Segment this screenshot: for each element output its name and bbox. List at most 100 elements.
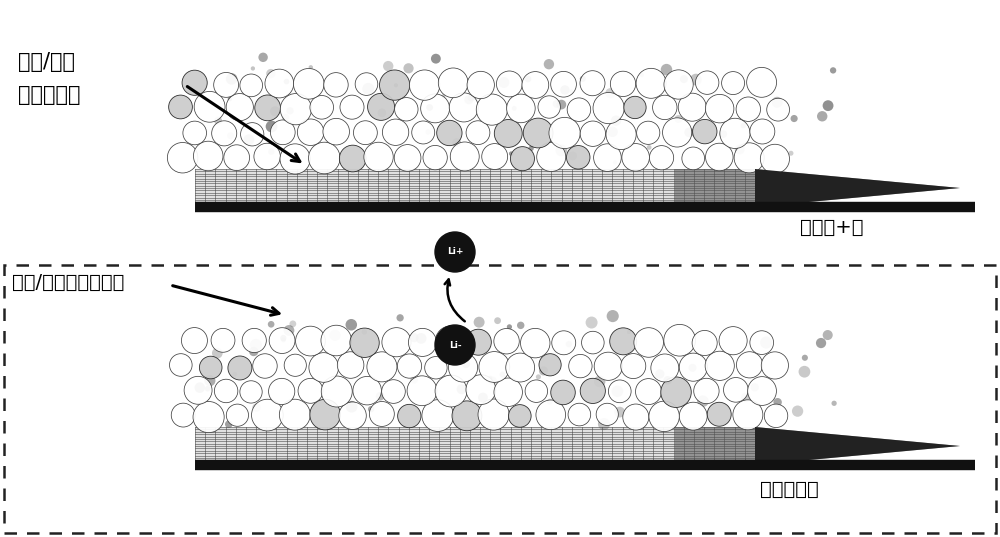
Circle shape bbox=[431, 54, 441, 63]
Circle shape bbox=[551, 71, 576, 97]
Circle shape bbox=[270, 106, 280, 117]
Circle shape bbox=[214, 117, 222, 125]
Polygon shape bbox=[675, 169, 960, 207]
Circle shape bbox=[610, 71, 636, 97]
Circle shape bbox=[240, 74, 263, 97]
Circle shape bbox=[679, 402, 707, 430]
Circle shape bbox=[608, 380, 631, 403]
Circle shape bbox=[741, 123, 746, 128]
Circle shape bbox=[547, 398, 553, 405]
Circle shape bbox=[695, 71, 719, 95]
Circle shape bbox=[232, 372, 237, 377]
Circle shape bbox=[688, 364, 697, 372]
Circle shape bbox=[674, 115, 682, 123]
Circle shape bbox=[409, 70, 440, 100]
Circle shape bbox=[309, 142, 340, 174]
Circle shape bbox=[376, 392, 385, 401]
Circle shape bbox=[705, 95, 734, 123]
Circle shape bbox=[330, 330, 341, 341]
Circle shape bbox=[355, 73, 378, 96]
Circle shape bbox=[512, 106, 517, 111]
Circle shape bbox=[383, 61, 393, 71]
Circle shape bbox=[580, 121, 606, 147]
Circle shape bbox=[736, 352, 763, 378]
Circle shape bbox=[468, 95, 475, 101]
Text: 电极（一）: 电极（一） bbox=[760, 480, 819, 498]
Circle shape bbox=[284, 354, 306, 376]
Circle shape bbox=[408, 328, 436, 357]
Circle shape bbox=[621, 353, 646, 379]
Circle shape bbox=[426, 104, 433, 111]
Circle shape bbox=[251, 66, 255, 70]
Circle shape bbox=[567, 98, 591, 121]
Circle shape bbox=[682, 147, 705, 170]
Circle shape bbox=[199, 356, 222, 379]
Circle shape bbox=[678, 93, 706, 121]
Circle shape bbox=[350, 328, 379, 358]
Circle shape bbox=[830, 67, 836, 74]
Circle shape bbox=[536, 400, 566, 430]
Circle shape bbox=[423, 146, 447, 170]
Circle shape bbox=[566, 146, 590, 169]
Circle shape bbox=[298, 379, 323, 403]
Circle shape bbox=[193, 402, 224, 433]
Circle shape bbox=[289, 321, 296, 327]
Circle shape bbox=[816, 338, 826, 348]
Circle shape bbox=[735, 144, 745, 154]
Circle shape bbox=[555, 144, 567, 156]
Circle shape bbox=[760, 144, 789, 173]
Circle shape bbox=[212, 348, 223, 359]
Circle shape bbox=[407, 376, 437, 405]
Circle shape bbox=[488, 376, 497, 385]
Circle shape bbox=[509, 405, 531, 427]
Circle shape bbox=[750, 119, 775, 144]
Circle shape bbox=[580, 71, 605, 96]
Circle shape bbox=[452, 138, 461, 147]
Circle shape bbox=[507, 324, 512, 330]
Circle shape bbox=[183, 121, 207, 145]
Circle shape bbox=[282, 114, 289, 121]
Circle shape bbox=[193, 141, 223, 171]
Circle shape bbox=[594, 376, 605, 387]
Circle shape bbox=[661, 377, 691, 408]
Circle shape bbox=[612, 386, 623, 397]
Circle shape bbox=[478, 393, 488, 402]
Bar bbox=[195, 427, 755, 465]
Circle shape bbox=[568, 403, 591, 426]
Polygon shape bbox=[755, 169, 960, 207]
Text: 有机/无机复合多孔层: 有机/无机复合多孔层 bbox=[12, 272, 124, 292]
Circle shape bbox=[680, 75, 688, 83]
Bar bbox=[195, 169, 755, 207]
Circle shape bbox=[539, 354, 561, 376]
Circle shape bbox=[586, 316, 598, 329]
Circle shape bbox=[435, 232, 475, 272]
Circle shape bbox=[748, 376, 776, 405]
Bar bbox=[4, 265, 996, 533]
Circle shape bbox=[719, 130, 727, 138]
Circle shape bbox=[169, 95, 192, 119]
Circle shape bbox=[421, 94, 450, 123]
Circle shape bbox=[280, 144, 310, 174]
Circle shape bbox=[412, 121, 435, 144]
Circle shape bbox=[171, 403, 195, 427]
Circle shape bbox=[394, 144, 421, 171]
Circle shape bbox=[741, 393, 751, 402]
Circle shape bbox=[252, 399, 283, 431]
Circle shape bbox=[437, 120, 462, 146]
Polygon shape bbox=[755, 427, 960, 465]
Circle shape bbox=[457, 384, 467, 394]
Circle shape bbox=[594, 144, 621, 171]
Circle shape bbox=[378, 108, 386, 117]
Circle shape bbox=[346, 401, 358, 412]
Circle shape bbox=[544, 59, 554, 69]
Circle shape bbox=[410, 333, 419, 342]
Circle shape bbox=[448, 353, 478, 382]
Circle shape bbox=[281, 337, 286, 342]
Circle shape bbox=[380, 70, 410, 100]
Circle shape bbox=[528, 146, 534, 151]
Circle shape bbox=[792, 405, 803, 417]
Circle shape bbox=[569, 89, 574, 93]
Circle shape bbox=[227, 132, 234, 139]
Circle shape bbox=[450, 142, 479, 171]
Circle shape bbox=[240, 381, 262, 403]
